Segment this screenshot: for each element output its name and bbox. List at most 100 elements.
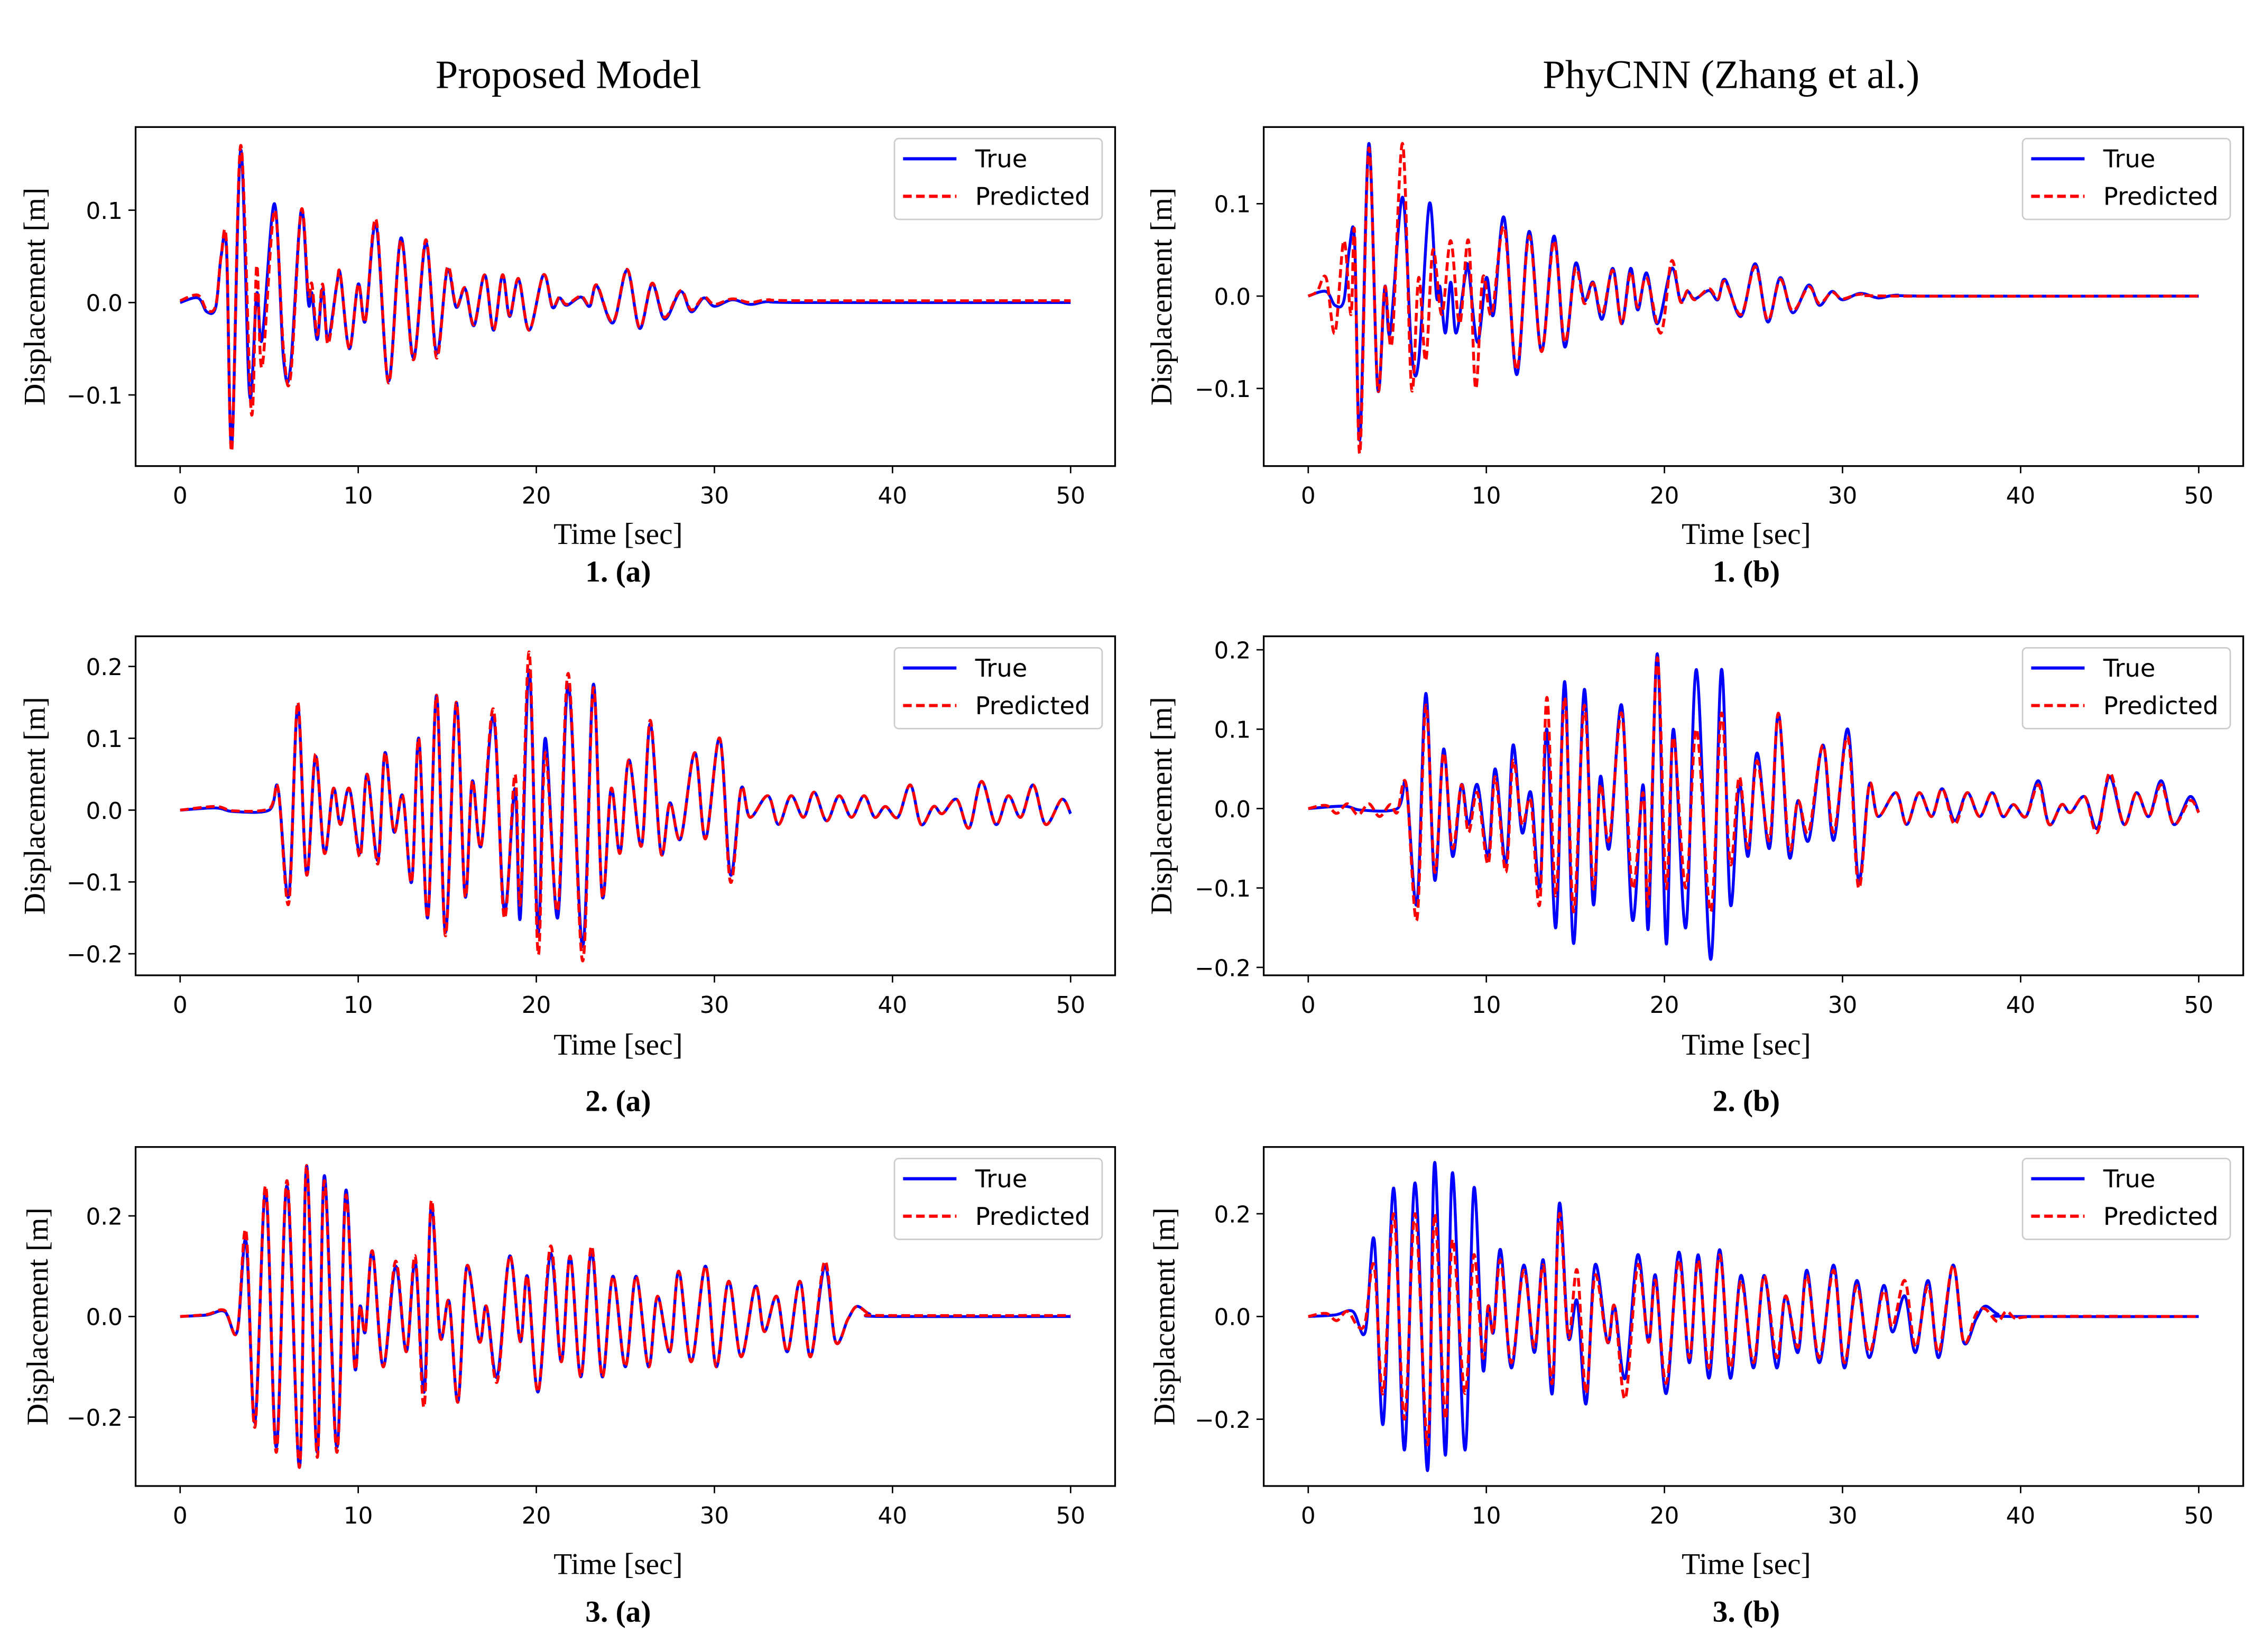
column-title-phycnn: PhyCNN (Zhang et al.) bbox=[1543, 52, 1919, 97]
y-axis-label: Displacement [m] bbox=[1148, 1207, 1181, 1425]
legend: True Predicted bbox=[893, 1158, 1103, 1240]
chart-panel-2: 0 10 20 30 40 50 −0.1 0.0 0.1 Time [sec] Displacem… bbox=[1145, 126, 2245, 588]
axes-frame bbox=[134, 635, 1116, 976]
x-tick-label: 20 bbox=[522, 992, 551, 1019]
chart-panel-3: 0 10 20 30 40 50 −0.2 −0.1 0.0 0.1 0.2 Time [sec] Di… bbox=[19, 635, 1116, 1118]
axes-frame bbox=[134, 1146, 1116, 1487]
y-tick-label: 0.1 bbox=[86, 198, 123, 225]
y-tick-label: −0.2 bbox=[1195, 1407, 1251, 1434]
y-tick-label: −0.1 bbox=[67, 870, 123, 897]
panel-caption: 2. (a) bbox=[585, 1084, 651, 1118]
series-line-predicted bbox=[1308, 656, 2200, 922]
x-tick-label: 50 bbox=[1056, 1502, 1085, 1529]
legend-label-true: True bbox=[2103, 145, 2155, 173]
y-axis-label: Displacement [m] bbox=[19, 697, 52, 915]
x-tick-label: 40 bbox=[878, 483, 908, 510]
x-tick-label: 20 bbox=[1650, 1502, 1679, 1529]
panel-caption: 2. (b) bbox=[1713, 1084, 1780, 1118]
x-tick-label: 20 bbox=[522, 483, 551, 510]
y-tick-label: −0.2 bbox=[67, 1405, 123, 1432]
x-axis-label: Time [sec] bbox=[1682, 518, 1811, 551]
x-axis-label: Time [sec] bbox=[553, 1028, 683, 1062]
x-tick-label: 40 bbox=[2006, 1502, 2036, 1529]
series-line-predicted bbox=[1308, 1212, 2199, 1447]
legend-label-predicted: Predicted bbox=[2103, 691, 2219, 720]
x-tick-label: 20 bbox=[522, 1502, 551, 1529]
y-tick-label: 0.0 bbox=[1214, 1304, 1251, 1331]
y-axis-label: Displacement [m] bbox=[1145, 188, 1178, 405]
axes-frame bbox=[1262, 635, 2245, 976]
y-tick-label: 0.2 bbox=[86, 654, 123, 681]
legend-label-true: True bbox=[975, 1165, 1028, 1193]
x-tick-label: 30 bbox=[1828, 992, 1858, 1019]
x-tick-label: 20 bbox=[1650, 992, 1679, 1019]
legend: True Predicted bbox=[893, 137, 1103, 220]
y-tick-label: 0.2 bbox=[1214, 638, 1251, 665]
x-tick-label: 10 bbox=[1472, 992, 1501, 1019]
legend-label-true: True bbox=[2103, 654, 2155, 682]
x-tick-label: 50 bbox=[1056, 483, 1085, 510]
panel-caption: 3. (a) bbox=[585, 1595, 651, 1629]
x-tick-label: 50 bbox=[2184, 483, 2214, 510]
y-tick-label: 0.2 bbox=[86, 1203, 123, 1230]
y-tick-label: −0.1 bbox=[67, 382, 123, 409]
y-tick-label: −0.2 bbox=[67, 942, 123, 968]
legend-label-true: True bbox=[2103, 1165, 2155, 1193]
y-tick-label: 0.1 bbox=[1214, 717, 1251, 744]
y-tick-label: 0.0 bbox=[86, 1304, 123, 1331]
x-tick-label: 0 bbox=[1301, 1502, 1316, 1529]
x-tick-label: 20 bbox=[1650, 483, 1679, 510]
x-tick-label: 0 bbox=[1301, 992, 1316, 1019]
series-line-predicted bbox=[180, 650, 1072, 963]
panel-caption: 1. (b) bbox=[1713, 555, 1780, 588]
legend-label-predicted: Predicted bbox=[975, 182, 1091, 211]
x-tick-label: 30 bbox=[1828, 483, 1858, 510]
chart-panel-6: 0 10 20 30 40 50 −0.2 0.0 0.2 Time [sec] Displacem… bbox=[1148, 1146, 2245, 1629]
y-axis-label: Displacement [m] bbox=[21, 1207, 54, 1425]
x-tick-label: 30 bbox=[700, 483, 730, 510]
series-line-predicted bbox=[180, 1164, 1071, 1469]
y-tick-label: 0.2 bbox=[1214, 1201, 1251, 1228]
series-line-predicted bbox=[1307, 142, 2199, 455]
y-tick-label: 0.0 bbox=[86, 798, 123, 825]
x-axis-label: Time [sec] bbox=[1682, 1028, 1811, 1062]
x-tick-label: 10 bbox=[1472, 483, 1501, 510]
x-tick-label: 10 bbox=[344, 992, 373, 1019]
x-tick-label: 40 bbox=[878, 1502, 908, 1529]
x-tick-label: 30 bbox=[700, 992, 730, 1019]
panel-caption: 1. (a) bbox=[585, 555, 651, 588]
legend: True Predicted bbox=[893, 647, 1103, 730]
x-tick-label: 0 bbox=[173, 1502, 188, 1529]
chart-panel-5: 0 10 20 30 40 50 −0.2 0.0 0.2 Time [sec] Displacem… bbox=[21, 1146, 1116, 1629]
x-tick-label: 50 bbox=[1056, 992, 1085, 1019]
x-tick-label: 10 bbox=[344, 1502, 373, 1529]
y-axis-label: Displacement [m] bbox=[1145, 697, 1178, 915]
series-line-predicted bbox=[179, 144, 1071, 453]
y-tick-label: −0.2 bbox=[1195, 955, 1251, 982]
legend-label-true: True bbox=[975, 145, 1028, 173]
legend-label-predicted: Predicted bbox=[2103, 1202, 2219, 1231]
legend: True Predicted bbox=[2021, 647, 2231, 730]
x-tick-label: 0 bbox=[1301, 483, 1316, 510]
chart-panel-1: 0 10 20 30 40 50 −0.1 0.0 0.1 Time [sec] Displacem… bbox=[19, 126, 1116, 588]
y-axis-label: Displacement [m] bbox=[19, 188, 52, 405]
x-tick-label: 40 bbox=[878, 992, 908, 1019]
y-tick-label: 0.0 bbox=[1214, 796, 1251, 823]
x-axis-label: Time [sec] bbox=[1682, 1547, 1811, 1581]
x-tick-label: 30 bbox=[700, 1502, 730, 1529]
y-tick-label: 0.1 bbox=[1214, 191, 1251, 218]
y-tick-label: −0.1 bbox=[1195, 376, 1251, 403]
legend: True Predicted bbox=[2021, 137, 2231, 220]
x-tick-label: 50 bbox=[2184, 992, 2214, 1019]
column-title-proposed-model: Proposed Model bbox=[436, 52, 701, 97]
x-tick-label: 30 bbox=[1828, 1502, 1858, 1529]
x-tick-label: 10 bbox=[1472, 1502, 1501, 1529]
y-tick-label: 0.1 bbox=[86, 726, 123, 753]
x-tick-label: 0 bbox=[173, 992, 188, 1019]
legend: True Predicted bbox=[2021, 1158, 2231, 1240]
x-tick-label: 40 bbox=[2006, 992, 2036, 1019]
panel-caption: 3. (b) bbox=[1713, 1595, 1780, 1629]
x-tick-label: 10 bbox=[344, 483, 373, 510]
x-axis-label: Time [sec] bbox=[553, 1547, 683, 1581]
